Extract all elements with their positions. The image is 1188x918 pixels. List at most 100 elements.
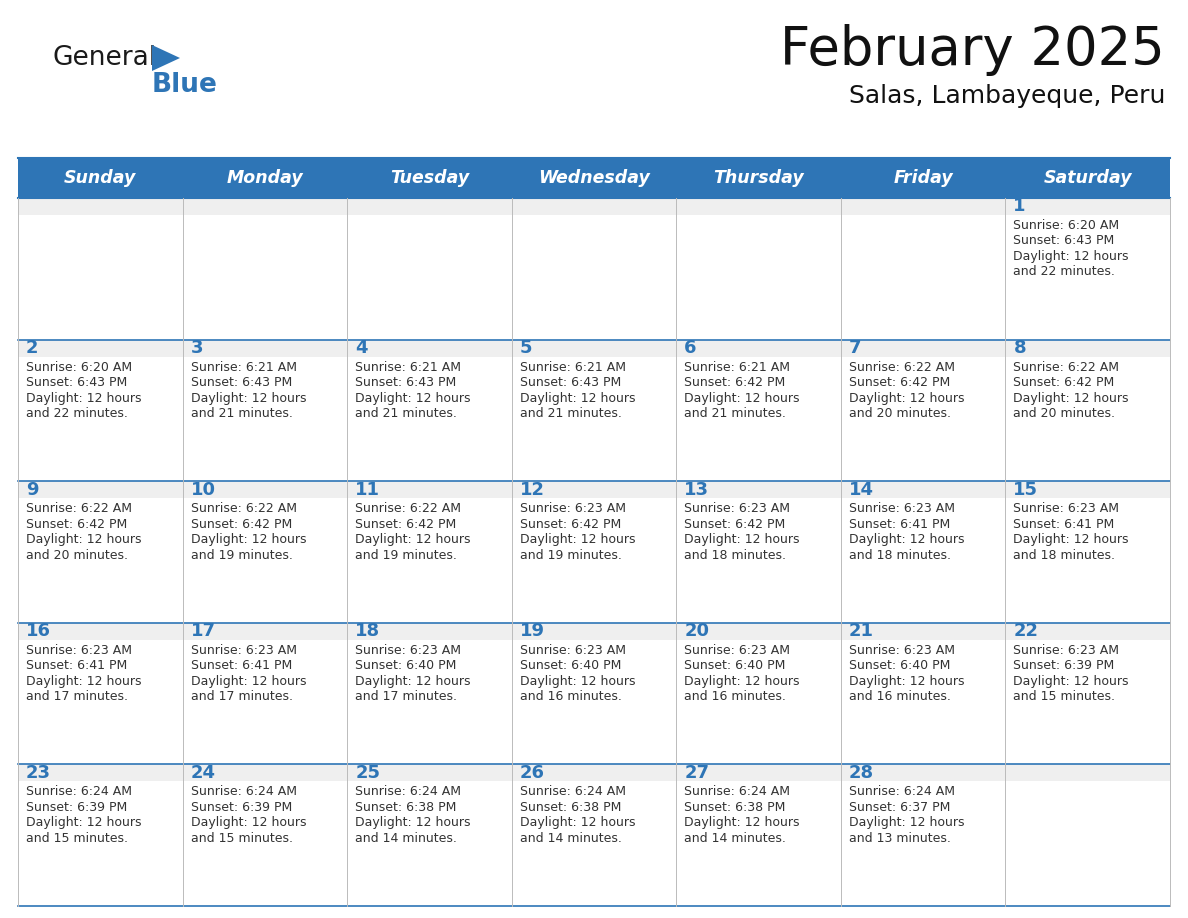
- Text: and 14 minutes.: and 14 minutes.: [355, 832, 457, 845]
- Text: Sunrise: 6:23 AM: Sunrise: 6:23 AM: [1013, 644, 1119, 656]
- Text: Daylight: 12 hours: Daylight: 12 hours: [26, 816, 141, 829]
- Bar: [347, 340, 512, 356]
- Text: Sunset: 6:39 PM: Sunset: 6:39 PM: [26, 800, 127, 814]
- Bar: [1005, 215, 1170, 340]
- Text: and 16 minutes.: and 16 minutes.: [519, 690, 621, 703]
- Text: Sunset: 6:42 PM: Sunset: 6:42 PM: [1013, 376, 1114, 389]
- Text: Daylight: 12 hours: Daylight: 12 hours: [26, 533, 141, 546]
- Text: Blue: Blue: [152, 72, 217, 98]
- Bar: [18, 498, 183, 622]
- Text: and 18 minutes.: and 18 minutes.: [849, 549, 950, 562]
- Text: Sunrise: 6:24 AM: Sunrise: 6:24 AM: [519, 786, 626, 799]
- Text: Sunset: 6:41 PM: Sunset: 6:41 PM: [26, 659, 127, 672]
- Text: Daylight: 12 hours: Daylight: 12 hours: [684, 392, 800, 405]
- Text: Daylight: 12 hours: Daylight: 12 hours: [26, 675, 141, 688]
- Text: Sunset: 6:41 PM: Sunset: 6:41 PM: [190, 659, 292, 672]
- Text: Daylight: 12 hours: Daylight: 12 hours: [355, 816, 470, 829]
- Bar: [841, 481, 1005, 498]
- Text: and 14 minutes.: and 14 minutes.: [684, 832, 786, 845]
- Text: Sunset: 6:41 PM: Sunset: 6:41 PM: [849, 518, 950, 531]
- Text: and 15 minutes.: and 15 minutes.: [190, 832, 292, 845]
- Text: Daylight: 12 hours: Daylight: 12 hours: [190, 392, 307, 405]
- Text: Saturday: Saturday: [1043, 169, 1132, 187]
- Text: and 21 minutes.: and 21 minutes.: [190, 407, 292, 420]
- Text: Sunrise: 6:23 AM: Sunrise: 6:23 AM: [849, 502, 955, 515]
- Text: Sunset: 6:43 PM: Sunset: 6:43 PM: [190, 376, 292, 389]
- Text: Sunset: 6:38 PM: Sunset: 6:38 PM: [519, 800, 621, 814]
- Bar: [512, 340, 676, 356]
- Bar: [1005, 640, 1170, 765]
- Bar: [183, 356, 347, 481]
- Text: Sunset: 6:39 PM: Sunset: 6:39 PM: [190, 800, 292, 814]
- Bar: [18, 481, 183, 498]
- Text: Sunrise: 6:23 AM: Sunrise: 6:23 AM: [519, 502, 626, 515]
- Text: Sunrise: 6:24 AM: Sunrise: 6:24 AM: [849, 786, 955, 799]
- Text: 19: 19: [519, 622, 545, 640]
- Text: Daylight: 12 hours: Daylight: 12 hours: [355, 533, 470, 546]
- Text: and 22 minutes.: and 22 minutes.: [1013, 265, 1116, 278]
- Text: and 19 minutes.: and 19 minutes.: [355, 549, 457, 562]
- Text: 25: 25: [355, 764, 380, 782]
- Text: Sunset: 6:39 PM: Sunset: 6:39 PM: [1013, 659, 1114, 672]
- Text: and 19 minutes.: and 19 minutes.: [519, 549, 621, 562]
- Bar: [1005, 498, 1170, 622]
- Bar: [18, 215, 183, 340]
- Text: Sunrise: 6:22 AM: Sunrise: 6:22 AM: [1013, 361, 1119, 374]
- Text: and 18 minutes.: and 18 minutes.: [1013, 549, 1116, 562]
- Bar: [183, 640, 347, 765]
- Bar: [183, 498, 347, 622]
- Text: Daylight: 12 hours: Daylight: 12 hours: [1013, 533, 1129, 546]
- Text: Sunrise: 6:23 AM: Sunrise: 6:23 AM: [684, 644, 790, 656]
- Text: Salas, Lambayeque, Peru: Salas, Lambayeque, Peru: [848, 84, 1165, 108]
- Bar: [347, 622, 512, 640]
- Bar: [512, 215, 676, 340]
- Text: 12: 12: [519, 481, 545, 498]
- Text: Sunrise: 6:21 AM: Sunrise: 6:21 AM: [519, 361, 626, 374]
- Text: Daylight: 12 hours: Daylight: 12 hours: [519, 533, 636, 546]
- Text: Sunrise: 6:23 AM: Sunrise: 6:23 AM: [190, 644, 297, 656]
- Text: Sunrise: 6:21 AM: Sunrise: 6:21 AM: [355, 361, 461, 374]
- Text: Sunrise: 6:23 AM: Sunrise: 6:23 AM: [684, 502, 790, 515]
- Bar: [676, 481, 841, 498]
- Bar: [512, 481, 676, 498]
- Text: 13: 13: [684, 481, 709, 498]
- Text: Daylight: 12 hours: Daylight: 12 hours: [849, 675, 965, 688]
- Bar: [841, 498, 1005, 622]
- Bar: [347, 356, 512, 481]
- Text: and 21 minutes.: and 21 minutes.: [355, 407, 457, 420]
- Text: and 16 minutes.: and 16 minutes.: [684, 690, 786, 703]
- Text: Sunset: 6:41 PM: Sunset: 6:41 PM: [1013, 518, 1114, 531]
- Bar: [676, 781, 841, 906]
- Text: Sunset: 6:42 PM: Sunset: 6:42 PM: [684, 376, 785, 389]
- Bar: [183, 765, 347, 781]
- Bar: [18, 781, 183, 906]
- Bar: [841, 640, 1005, 765]
- Bar: [183, 340, 347, 356]
- Text: Sunrise: 6:22 AM: Sunrise: 6:22 AM: [190, 502, 297, 515]
- Bar: [18, 198, 183, 215]
- Bar: [1005, 340, 1170, 356]
- Bar: [183, 481, 347, 498]
- Text: and 22 minutes.: and 22 minutes.: [26, 407, 128, 420]
- Text: Sunset: 6:40 PM: Sunset: 6:40 PM: [849, 659, 950, 672]
- Bar: [512, 498, 676, 622]
- Bar: [347, 640, 512, 765]
- Text: 7: 7: [849, 339, 861, 357]
- Text: Sunrise: 6:22 AM: Sunrise: 6:22 AM: [26, 502, 132, 515]
- Bar: [676, 215, 841, 340]
- Bar: [1005, 781, 1170, 906]
- Text: and 21 minutes.: and 21 minutes.: [684, 407, 786, 420]
- Text: Sunrise: 6:20 AM: Sunrise: 6:20 AM: [26, 361, 132, 374]
- Bar: [18, 622, 183, 640]
- Text: Daylight: 12 hours: Daylight: 12 hours: [1013, 392, 1129, 405]
- Text: Sunrise: 6:23 AM: Sunrise: 6:23 AM: [355, 644, 461, 656]
- Text: Sunset: 6:42 PM: Sunset: 6:42 PM: [684, 518, 785, 531]
- Text: Daylight: 12 hours: Daylight: 12 hours: [1013, 250, 1129, 263]
- Bar: [183, 198, 347, 215]
- Bar: [841, 198, 1005, 215]
- Text: 11: 11: [355, 481, 380, 498]
- Text: and 20 minutes.: and 20 minutes.: [1013, 407, 1116, 420]
- Text: Daylight: 12 hours: Daylight: 12 hours: [849, 533, 965, 546]
- Text: and 18 minutes.: and 18 minutes.: [684, 549, 786, 562]
- Text: Sunset: 6:42 PM: Sunset: 6:42 PM: [26, 518, 127, 531]
